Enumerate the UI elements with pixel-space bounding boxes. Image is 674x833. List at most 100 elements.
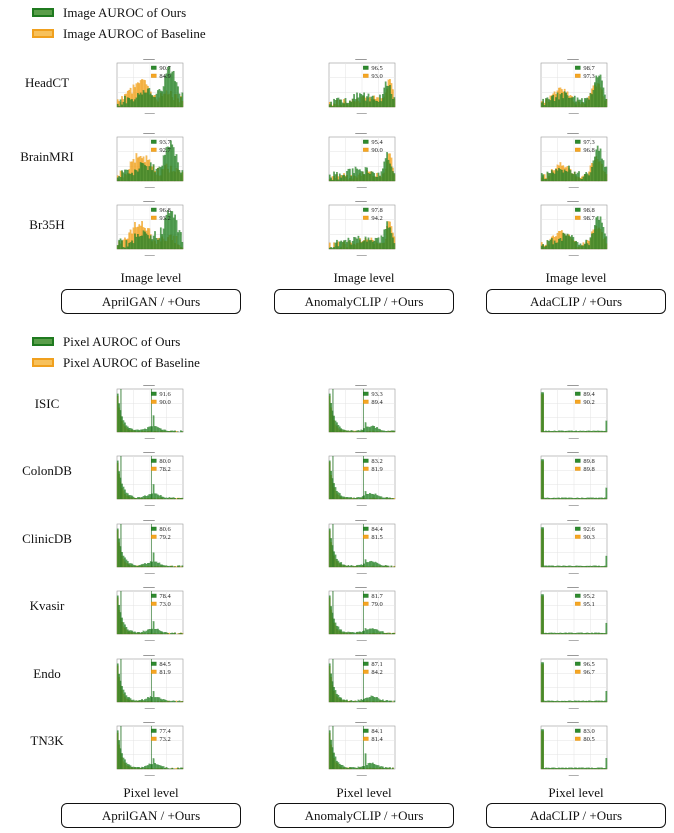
ours-bar	[545, 245, 547, 250]
ours-bar	[167, 431, 169, 433]
histogram-svg: 90.784.9	[116, 59, 184, 114]
ours-bar	[138, 94, 141, 108]
ours-bar	[129, 495, 132, 500]
ours-bar	[382, 94, 384, 108]
mini-legend-ours-swatch	[363, 661, 369, 666]
ours-bar	[361, 241, 364, 250]
ours-bar	[583, 243, 586, 250]
ours-bar	[384, 700, 387, 703]
ours-bar	[356, 238, 358, 250]
ours-bar	[357, 699, 360, 703]
histogram-svg: 81.779.0	[328, 587, 396, 641]
auroc-baseline-value: 73.0	[159, 601, 170, 608]
ours-bar	[356, 92, 358, 108]
ours-bar	[164, 565, 166, 568]
ours-bar	[379, 94, 381, 108]
ours-bar	[349, 632, 351, 635]
ours-bar	[159, 227, 162, 250]
ours-bar	[571, 767, 573, 770]
ours-bar	[333, 415, 335, 433]
ours-bar	[340, 562, 343, 568]
ours-bar	[565, 632, 567, 635]
ours-bar	[561, 169, 563, 182]
ours-bar	[598, 565, 600, 568]
ours-bar	[172, 700, 175, 703]
ours-bar	[346, 632, 348, 635]
ours-bar	[601, 158, 603, 182]
auroc-ours-value: 93.3	[371, 391, 382, 398]
ours-bar	[549, 565, 552, 568]
ours-bar	[116, 393, 119, 433]
ours-bar	[376, 629, 378, 635]
ours-bar	[382, 168, 384, 182]
histogram-panel: 95.4 90.0	[325, 131, 397, 189]
ours-bar	[125, 425, 128, 433]
ours-bar	[338, 763, 341, 770]
ours-bar	[177, 86, 179, 108]
ours-bar	[377, 101, 380, 108]
histogram-panel: 91.6 90.0	[113, 383, 185, 440]
legend-pixel-baseline: Pixel AUROC of Baseline	[32, 352, 200, 373]
ours-bar	[343, 496, 345, 500]
ours-bar	[139, 700, 142, 703]
ours-bar	[357, 430, 360, 433]
ours-bar	[172, 70, 175, 108]
ours-bar	[125, 695, 128, 703]
ours-bar	[585, 632, 588, 635]
ours-bar	[390, 233, 393, 250]
ours-bar	[556, 768, 559, 770]
ours-bar	[132, 766, 135, 770]
ours-bar	[141, 497, 143, 500]
method-box-adaclip-pixel: AdaCLIP / +Ours	[486, 803, 666, 828]
ours-bar	[588, 99, 590, 108]
mini-legend-baseline-swatch	[363, 73, 369, 78]
ours-bar	[377, 237, 380, 250]
auroc-ours-value: 83.2	[371, 458, 382, 465]
ours-bar	[142, 700, 145, 703]
ours-bar	[338, 241, 341, 250]
ours-bar	[357, 564, 360, 568]
mini-legend-baseline-swatch	[151, 215, 157, 220]
ours-bar	[125, 169, 128, 182]
ours-bar	[602, 160, 605, 182]
ours-bar	[161, 631, 164, 635]
ours-bar	[386, 565, 388, 568]
ours-bar	[555, 431, 557, 433]
ours-bar	[549, 498, 552, 500]
ours-bar	[346, 699, 348, 703]
auroc-ours-value: 97.3	[583, 139, 594, 146]
ours-bar	[367, 173, 370, 182]
ours-bar	[139, 429, 142, 433]
ours-bar	[359, 430, 361, 433]
ours-bar	[340, 697, 343, 703]
ours-bar	[364, 753, 367, 770]
ours-bar	[553, 497, 556, 500]
ours-bar	[359, 700, 361, 703]
ours-bar	[546, 430, 549, 433]
ours-bar	[341, 699, 344, 703]
ours-bar	[346, 565, 348, 568]
ours-bar	[334, 242, 337, 250]
histogram-svg: 84.481.5	[328, 520, 396, 574]
ours-bar	[542, 243, 544, 250]
ours-bar	[575, 767, 577, 770]
ours-bar	[131, 563, 133, 568]
ours-bar	[559, 632, 562, 635]
ours-bar	[155, 764, 158, 770]
ours-bar	[576, 767, 579, 770]
auroc-baseline-value: 89.8	[583, 466, 594, 473]
ours-bar	[161, 496, 164, 500]
auroc-baseline-value: 90.3	[583, 534, 594, 541]
mini-legend-ours-swatch	[575, 661, 581, 666]
pixel-legend: Pixel AUROC of Ours Pixel AUROC of Basel…	[32, 331, 200, 373]
ours-bar	[161, 699, 164, 703]
ours-bar	[595, 565, 598, 568]
ours-bar	[330, 739, 332, 770]
ours-bar	[566, 767, 569, 770]
histogram-panel: 84.5 81.9	[113, 653, 185, 710]
ours-bar	[364, 628, 367, 635]
mini-legend-baseline-swatch	[575, 669, 581, 674]
ours-bar	[337, 626, 340, 635]
ours-bar	[351, 700, 354, 703]
ours-bar	[556, 431, 559, 433]
